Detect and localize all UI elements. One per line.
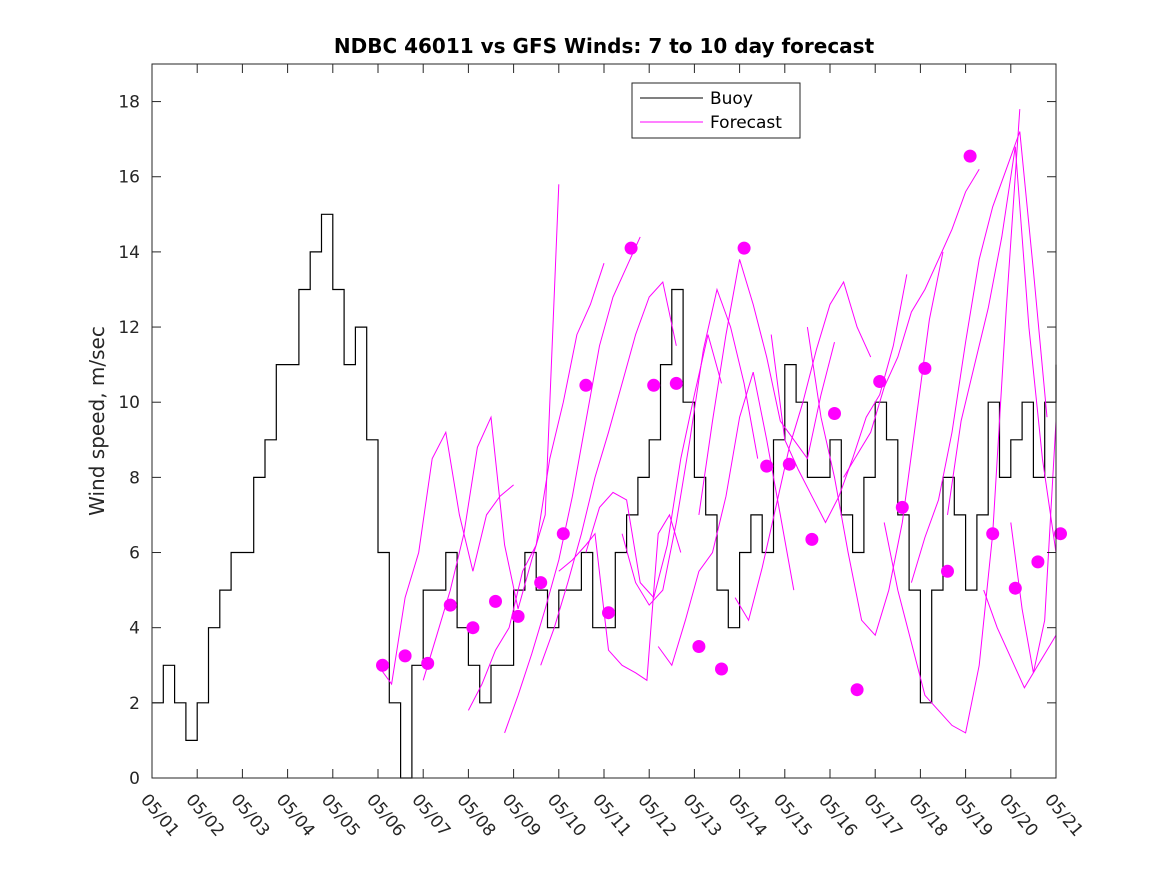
y-tick-label: 12 (118, 318, 140, 338)
forecast-marker (737, 241, 751, 255)
forecast-line (910, 131, 1048, 583)
forecast-line (883, 109, 1021, 734)
forecast-marker (850, 683, 864, 697)
forecast-line (1010, 420, 1057, 673)
forecast-marker (534, 576, 548, 590)
y-tick-label: 16 (118, 168, 140, 188)
forecast-marker (828, 407, 841, 420)
y-tick-label: 6 (129, 544, 140, 564)
forecast-marker (692, 640, 706, 653)
forecast-marker (986, 527, 1000, 541)
forecast-line (698, 259, 835, 515)
forecast-marker (1031, 555, 1045, 569)
forecast-marker (1054, 527, 1067, 541)
forecast-marker (895, 500, 909, 514)
forecast-marker (941, 564, 954, 578)
forecast-marker (376, 658, 389, 672)
forecast-line (467, 263, 605, 711)
forecast-line (843, 168, 980, 478)
forecast-marker (511, 609, 525, 623)
buoy-series (152, 213, 1057, 779)
chart-title: NDBC 46011 vs GFS Winds: 7 to 10 day for… (334, 34, 875, 58)
forecast-marker (669, 376, 683, 390)
y-tick-label: 0 (129, 769, 140, 789)
forecast-line (504, 236, 641, 734)
forecast-marker (918, 361, 932, 375)
y-tick-label: 8 (129, 468, 140, 488)
forecast-line (558, 513, 682, 682)
legend-buoy-label: Buoy (710, 89, 753, 109)
forecast-markers (376, 149, 1067, 697)
forecast-marker (715, 662, 728, 676)
forecast-marker (602, 606, 615, 620)
forecast-line (734, 280, 872, 622)
plot-area (152, 64, 1056, 778)
forecast-line (806, 251, 944, 637)
forecast-marker (1008, 581, 1022, 595)
forecast-line (983, 589, 1057, 689)
y-tick-label: 2 (129, 694, 140, 714)
legend: Buoy Forecast (631, 82, 801, 139)
forecast-marker (624, 241, 638, 255)
forecast-marker (760, 459, 774, 473)
legend-forecast-label: Forecast (710, 113, 782, 133)
forecast-line (947, 146, 1057, 553)
y-tick-label: 4 (129, 619, 140, 639)
buoy-line (152, 213, 1057, 779)
forecast-line (377, 430, 514, 686)
forecast-series (377, 109, 1057, 734)
forecast-marker (963, 149, 977, 163)
forecast-marker (873, 375, 887, 388)
forecast-marker (489, 594, 502, 608)
y-axis: 0 2 4 6 8 10 12 14 16 18 (118, 93, 1056, 789)
forecast-marker (443, 598, 457, 612)
forecast-marker (421, 656, 435, 670)
forecast-marker (805, 532, 819, 546)
forecast-line (585, 334, 722, 599)
y-tick-label: 10 (118, 393, 140, 413)
y-axis-label: Wind speed, m/sec (85, 326, 109, 516)
forecast-marker (647, 378, 661, 392)
forecast-line (540, 280, 677, 666)
forecast-marker (556, 527, 570, 541)
forecast-marker (398, 649, 412, 663)
y-tick-label: 18 (118, 93, 140, 113)
forecast-marker (466, 621, 480, 635)
forecast-marker (782, 457, 796, 471)
forecast-marker (579, 378, 593, 392)
forecast-line (621, 287, 759, 606)
y-tick-label: 14 (118, 243, 140, 263)
legend-box (631, 82, 801, 139)
